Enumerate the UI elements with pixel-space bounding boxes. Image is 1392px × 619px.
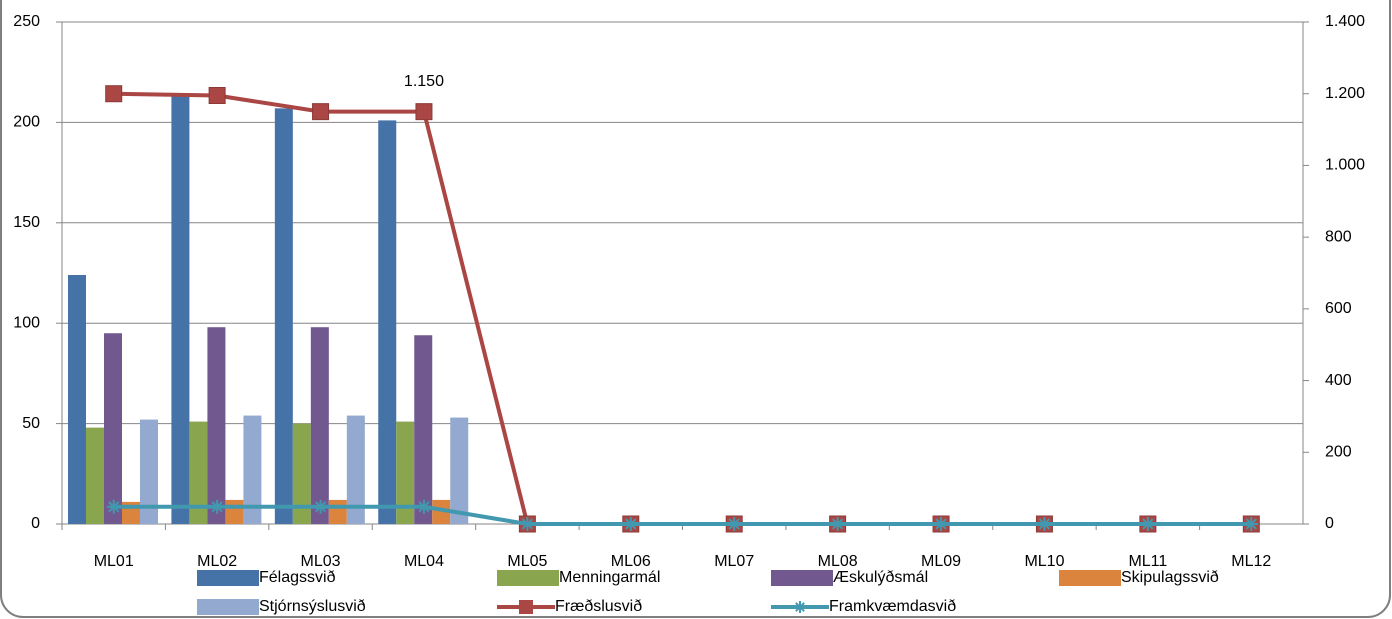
marker	[1140, 517, 1155, 531]
x-tick-label: ML07	[714, 553, 754, 570]
marker	[208, 87, 226, 105]
bar	[207, 327, 226, 524]
bar	[189, 421, 208, 524]
legend-label: Fræðslusvið	[555, 598, 642, 615]
legend-label: Félagssvið	[259, 569, 336, 586]
bar	[328, 499, 347, 524]
bar	[378, 120, 397, 524]
legend-swatch	[771, 570, 833, 586]
marker	[1244, 517, 1259, 531]
bar	[225, 499, 244, 524]
legend-label: Skipulagssvið	[1121, 569, 1219, 586]
legend-marker	[519, 600, 533, 614]
y-tick-label: 200	[13, 114, 40, 131]
y2-tick-label: 400	[1325, 372, 1352, 389]
marker	[105, 85, 123, 103]
bar	[396, 421, 415, 524]
x-tick-label: ML12	[1231, 553, 1271, 570]
x-tick-label: ML03	[301, 553, 341, 570]
line-series	[113, 504, 1252, 526]
marker	[1037, 517, 1052, 531]
x-tick-label: ML06	[611, 553, 651, 570]
y2-tick-label: 600	[1325, 300, 1352, 317]
x-tick-label: ML08	[818, 553, 858, 570]
marker	[830, 517, 845, 531]
y-tick-label: 50	[22, 415, 40, 432]
legend-swatch	[497, 570, 559, 586]
y2-tick-label: 200	[1325, 444, 1352, 461]
y2-tick-label: 800	[1325, 228, 1352, 245]
marker	[312, 103, 330, 121]
bar	[450, 417, 469, 524]
x-tick-label: ML09	[921, 553, 961, 570]
bar	[68, 275, 86, 524]
legend-label: Stjórnsýslusvið	[259, 598, 366, 615]
x-tick-label: ML10	[1024, 553, 1064, 570]
legend-swatch	[197, 599, 259, 615]
x-tick-label: ML02	[197, 553, 237, 570]
y-tick-label: 150	[13, 214, 40, 231]
bar	[310, 327, 329, 524]
legend-label: Menningarmál	[559, 569, 660, 586]
marker	[106, 499, 121, 514]
marker	[415, 103, 433, 121]
legend-swatch	[1059, 570, 1121, 586]
data-label: 1.150	[404, 73, 444, 90]
y2-tick-label: 1.000	[1325, 157, 1365, 174]
y2-tick-label: 0	[1325, 515, 1334, 532]
legend-label: Æskulýðsmál	[833, 569, 928, 586]
marker	[313, 499, 328, 514]
marker	[416, 499, 431, 514]
marker	[934, 517, 949, 531]
bar	[243, 415, 262, 524]
bar	[104, 333, 122, 524]
bar	[292, 423, 311, 524]
y-tick-label: 0	[31, 515, 40, 532]
x-tick-label: ML05	[507, 553, 547, 570]
bar	[171, 96, 190, 525]
legend-marker	[794, 601, 806, 613]
x-tick-label: ML11	[1128, 553, 1167, 570]
marker	[623, 517, 638, 531]
y2-tick-label: 1.400	[1325, 13, 1365, 30]
marker	[210, 499, 225, 514]
marker	[727, 517, 742, 531]
legend-label: Framkvæmdasvið	[829, 598, 956, 615]
bar	[414, 335, 433, 524]
marker	[520, 517, 535, 531]
bar	[140, 419, 158, 524]
y-tick-label: 100	[13, 314, 40, 331]
x-tick-label: ML04	[404, 553, 444, 570]
bar	[86, 427, 104, 524]
bar	[432, 499, 451, 524]
bar	[274, 108, 293, 525]
y2-tick-label: 1.200	[1325, 85, 1365, 102]
y-tick-label: 250	[13, 13, 40, 30]
bar	[346, 415, 365, 524]
legend-swatch	[197, 570, 259, 586]
x-tick-label: ML01	[94, 553, 134, 570]
